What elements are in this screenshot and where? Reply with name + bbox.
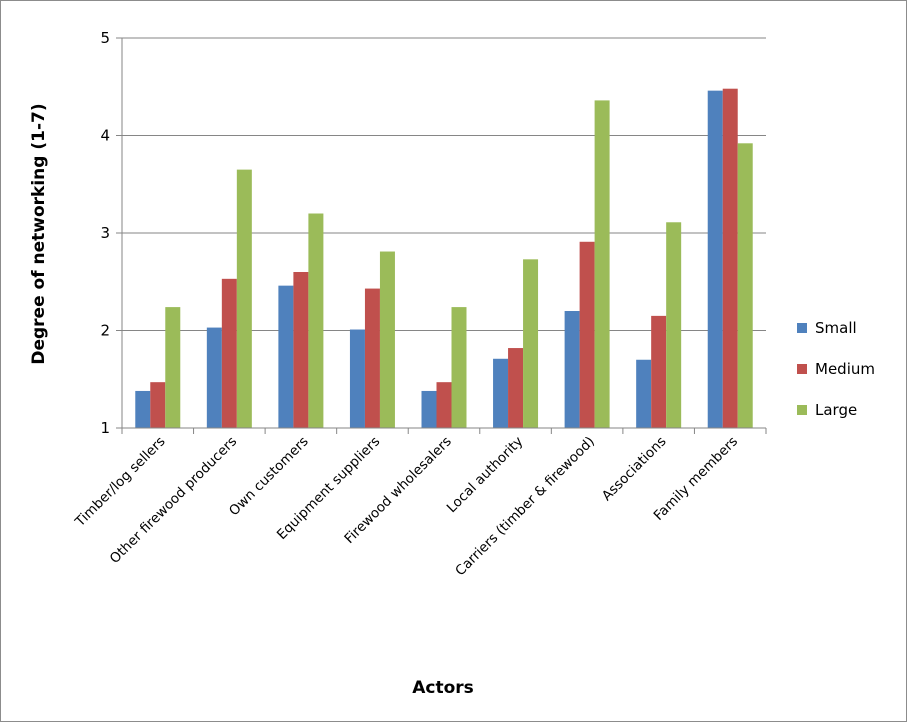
bar-medium — [221, 278, 237, 428]
legend-swatch-large — [797, 405, 807, 415]
x-axis-title: Actors — [412, 678, 474, 698]
bar-small — [421, 390, 437, 428]
bar-medium — [293, 272, 309, 428]
bar-medium — [508, 348, 524, 428]
legend-swatch-medium — [797, 364, 807, 374]
bar-medium — [579, 241, 595, 428]
bar-medium — [651, 315, 667, 428]
axes — [116, 37, 767, 434]
y-tick-label: 1 — [100, 419, 110, 437]
bar-medium — [150, 382, 166, 428]
bar-small — [206, 327, 222, 428]
y-tick-label: 4 — [100, 127, 110, 145]
legend: Small Medium Large — [797, 319, 875, 419]
bar-medium — [722, 88, 738, 428]
bar-small — [564, 311, 580, 428]
bar-large — [379, 251, 395, 428]
bar-small — [707, 90, 723, 429]
bar-large — [594, 100, 610, 429]
bar-medium — [364, 288, 380, 428]
bar-small — [349, 329, 365, 428]
bar-small — [135, 390, 151, 428]
bar-small — [278, 285, 294, 428]
x-category-label: Local authority — [444, 434, 527, 517]
legend-label-large: Large — [815, 401, 857, 419]
bar-large — [308, 213, 324, 428]
bar-large — [666, 222, 682, 428]
bar-large — [451, 307, 467, 428]
bar-large — [236, 169, 252, 428]
x-category-label: Associations — [599, 434, 670, 505]
legend-label-medium: Medium — [815, 360, 875, 378]
bar-large — [165, 307, 181, 428]
y-tick-label: 5 — [100, 29, 110, 47]
x-category-label: Carriers (timber & firewood) — [452, 434, 598, 580]
bar-large — [737, 143, 753, 429]
y-axis-title: Degree of networking (1-7) — [29, 103, 49, 364]
y-tick-label: 2 — [100, 322, 110, 340]
bar-large — [523, 259, 539, 428]
bar-small — [636, 359, 652, 428]
bar-small — [493, 358, 509, 428]
legend-label-small: Small — [815, 319, 857, 337]
y-tick-label: 3 — [100, 224, 110, 242]
y-tick-labels: 1 2 3 4 5 — [100, 29, 110, 437]
x-category-label: Other firewood producers — [107, 434, 240, 567]
legend-swatch-small — [797, 323, 807, 333]
bars — [135, 88, 753, 429]
bar-medium — [436, 382, 452, 428]
